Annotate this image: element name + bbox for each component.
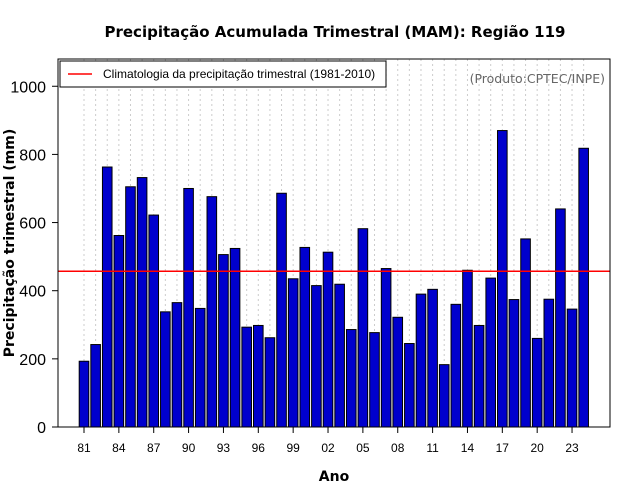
legend-box [59, 60, 387, 88]
bar-2011 [427, 288, 438, 428]
bar-1982 [90, 344, 101, 428]
bar-1993 [218, 254, 229, 428]
bar-2019 [520, 238, 531, 428]
x-axis-label: Ano [319, 469, 350, 485]
bar-1999 [287, 278, 299, 428]
bar-1992 [206, 196, 218, 428]
legend-climatology-label: Climatologia da precipitação trimestral … [103, 67, 375, 81]
x-tick-label-14: 14 [461, 441, 475, 455]
bar-1998 [276, 192, 287, 428]
x-tick-label-23: 23 [565, 441, 579, 455]
bar-1988 [160, 311, 171, 428]
x-tick-label-84: 84 [112, 441, 126, 455]
bar-2005 [357, 228, 369, 428]
bar-2001 [311, 285, 322, 428]
legend: Climatologia da precipitação trimestral … [59, 60, 387, 88]
x-tick-label-11: 11 [426, 441, 439, 455]
x-tick-label-90: 90 [182, 441, 196, 455]
y-tick-label-800: 800 [19, 147, 46, 164]
bar-1981 [78, 360, 90, 428]
bar-1991 [194, 307, 206, 428]
y-tick-label-200: 200 [19, 352, 46, 369]
bar-2000 [299, 246, 311, 428]
bar-2014 [462, 269, 473, 428]
x-tick-label-05: 05 [356, 441, 370, 455]
chart-title: Precipitação Acumulada Trimestral (MAM):… [104, 23, 565, 41]
bar-2004 [345, 329, 357, 428]
bar-1997 [264, 337, 276, 428]
bar-1995 [241, 326, 252, 428]
bar-2016 [485, 277, 496, 428]
x-tick-label-87: 87 [147, 441, 161, 455]
y-tick-label-1000: 1000 [10, 79, 46, 96]
bar-1985 [125, 186, 136, 428]
bar-2023 [566, 308, 578, 428]
y-tick-label-0: 0 [37, 420, 46, 437]
bar-2003 [334, 283, 345, 428]
bar-2024 [578, 147, 589, 428]
x-tick-label-93: 93 [217, 441, 231, 455]
plot-area-frame [57, 58, 611, 428]
bar-1986 [136, 177, 148, 428]
x-tick-label-81: 81 [77, 441, 91, 455]
bar-2022 [555, 208, 566, 428]
bar-2020 [531, 337, 543, 428]
y-tick-label-400: 400 [19, 284, 46, 301]
bar-2007 [380, 268, 392, 428]
bar-1990 [183, 187, 194, 428]
x-tick-label-17: 17 [496, 441, 510, 455]
y-axis: 0 200 400 600 800 1000 [10, 79, 58, 437]
y-tick-label-600: 600 [19, 216, 46, 233]
bar-2017 [497, 130, 508, 428]
bar-2013 [450, 303, 462, 428]
bar-2018 [508, 299, 520, 428]
x-tick-label-02: 02 [321, 441, 335, 455]
x-tick-label-20: 20 [531, 441, 545, 455]
x-tick-label-99: 99 [286, 441, 300, 455]
bar-1983 [101, 166, 113, 428]
bar-2012 [438, 364, 450, 428]
bar-2006 [369, 332, 380, 428]
x-tick-label-08: 08 [391, 441, 405, 455]
y-axis-label: Precipitação trimestral (mm) [2, 129, 18, 357]
bar-1987 [148, 214, 160, 428]
bar-2008 [392, 316, 404, 428]
bar-1994 [229, 247, 241, 428]
bar-2021 [543, 298, 555, 428]
x-axis: 81 84 87 90 93 96 99 02 05 08 11 14 17 20 23 [77, 427, 579, 455]
bar-2002 [322, 251, 334, 428]
bar-2015 [473, 324, 485, 428]
x-tick-label-96: 96 [252, 441, 266, 455]
bar-2009 [404, 343, 415, 428]
source-note: (Produto:CPTEC/INPE) [470, 71, 605, 86]
bars [78, 130, 589, 428]
bar-1989 [171, 302, 183, 428]
bar-2010 [415, 293, 427, 428]
bar-1984 [113, 235, 125, 428]
bar-1996 [253, 324, 264, 428]
